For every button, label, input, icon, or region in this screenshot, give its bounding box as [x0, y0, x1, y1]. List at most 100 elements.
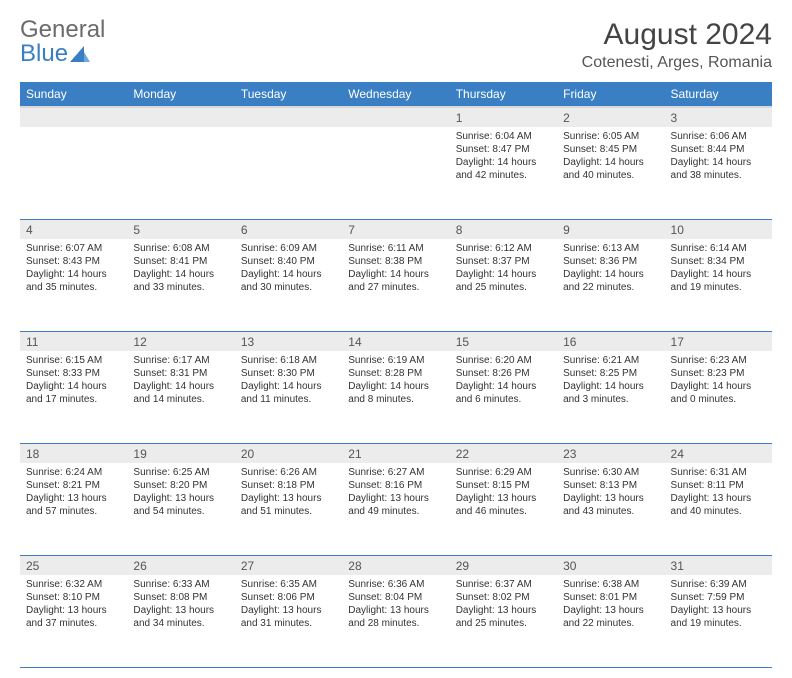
daylight-text: and 37 minutes. [26, 617, 121, 630]
daylight-text: and 17 minutes. [26, 393, 121, 406]
day-cell: Sunrise: 6:32 AMSunset: 8:10 PMDaylight:… [20, 575, 127, 667]
daylight-text: Daylight: 14 hours [456, 156, 551, 169]
daylight-text: Daylight: 13 hours [348, 604, 443, 617]
daylight-text: and 27 minutes. [348, 281, 443, 294]
sunrise-text: Sunrise: 6:19 AM [348, 354, 443, 367]
day-number [20, 107, 127, 127]
day-cell: Sunrise: 6:04 AMSunset: 8:47 PMDaylight:… [450, 127, 557, 219]
sunrise-text: Sunrise: 6:20 AM [456, 354, 551, 367]
logo-blue: Blue [20, 42, 105, 66]
sunrise-text: Sunrise: 6:06 AM [671, 130, 766, 143]
sunset-text: Sunset: 7:59 PM [671, 591, 766, 604]
sunset-text: Sunset: 8:21 PM [26, 479, 121, 492]
day-cell: Sunrise: 6:27 AMSunset: 8:16 PMDaylight:… [342, 463, 449, 555]
day-number [127, 107, 234, 127]
daylight-text: and 30 minutes. [241, 281, 336, 294]
sunset-text: Sunset: 8:25 PM [563, 367, 658, 380]
daylight-text: Daylight: 14 hours [671, 268, 766, 281]
sunrise-text: Sunrise: 6:23 AM [671, 354, 766, 367]
daylight-text: Daylight: 13 hours [671, 604, 766, 617]
day-cell: Sunrise: 6:31 AMSunset: 8:11 PMDaylight:… [665, 463, 772, 555]
daylight-text: and 49 minutes. [348, 505, 443, 518]
sunset-text: Sunset: 8:40 PM [241, 255, 336, 268]
day-number: 6 [235, 219, 342, 239]
day-number: 23 [557, 443, 664, 463]
day-header: Thursday [450, 82, 557, 107]
day-cell: Sunrise: 6:09 AMSunset: 8:40 PMDaylight:… [235, 239, 342, 331]
daylight-text: Daylight: 14 hours [348, 268, 443, 281]
day-header: Friday [557, 82, 664, 107]
daylight-text: Daylight: 13 hours [563, 492, 658, 505]
week-row: Sunrise: 6:07 AMSunset: 8:43 PMDaylight:… [20, 239, 772, 331]
day-cell: Sunrise: 6:26 AMSunset: 8:18 PMDaylight:… [235, 463, 342, 555]
sunrise-text: Sunrise: 6:11 AM [348, 242, 443, 255]
daylight-text: and 33 minutes. [133, 281, 228, 294]
calendar-table: Sunday Monday Tuesday Wednesday Thursday… [20, 82, 772, 668]
logo-blue-text: Blue [20, 42, 68, 66]
sunrise-text: Sunrise: 6:24 AM [26, 466, 121, 479]
daylight-text: Daylight: 13 hours [133, 492, 228, 505]
sunset-text: Sunset: 8:37 PM [456, 255, 551, 268]
daylight-text: Daylight: 13 hours [456, 604, 551, 617]
day-number: 7 [342, 219, 449, 239]
sunset-text: Sunset: 8:28 PM [348, 367, 443, 380]
daylight-text: Daylight: 13 hours [348, 492, 443, 505]
day-number: 24 [665, 443, 772, 463]
daylight-text: and 57 minutes. [26, 505, 121, 518]
week-row: Sunrise: 6:24 AMSunset: 8:21 PMDaylight:… [20, 463, 772, 555]
day-header-row: Sunday Monday Tuesday Wednesday Thursday… [20, 82, 772, 107]
day-cell: Sunrise: 6:39 AMSunset: 7:59 PMDaylight:… [665, 575, 772, 667]
daylight-text: Daylight: 14 hours [133, 380, 228, 393]
sunrise-text: Sunrise: 6:04 AM [456, 130, 551, 143]
sunrise-text: Sunrise: 6:39 AM [671, 578, 766, 591]
sunrise-text: Sunrise: 6:30 AM [563, 466, 658, 479]
day-number: 14 [342, 331, 449, 351]
day-cell: Sunrise: 6:24 AMSunset: 8:21 PMDaylight:… [20, 463, 127, 555]
day-cell: Sunrise: 6:07 AMSunset: 8:43 PMDaylight:… [20, 239, 127, 331]
daylight-text: Daylight: 13 hours [456, 492, 551, 505]
daylight-text: and 22 minutes. [563, 617, 658, 630]
daylight-text: and 11 minutes. [241, 393, 336, 406]
day-number: 12 [127, 331, 234, 351]
sunrise-text: Sunrise: 6:17 AM [133, 354, 228, 367]
daylight-text: Daylight: 13 hours [26, 492, 121, 505]
daylight-text: and 54 minutes. [133, 505, 228, 518]
day-cell: Sunrise: 6:33 AMSunset: 8:08 PMDaylight:… [127, 575, 234, 667]
daynum-row: 11121314151617 [20, 331, 772, 351]
daylight-text: and 46 minutes. [456, 505, 551, 518]
day-number: 29 [450, 555, 557, 575]
daylight-text: and 28 minutes. [348, 617, 443, 630]
day-cell: Sunrise: 6:29 AMSunset: 8:15 PMDaylight:… [450, 463, 557, 555]
sunset-text: Sunset: 8:45 PM [563, 143, 658, 156]
sunset-text: Sunset: 8:04 PM [348, 591, 443, 604]
location: Cotenesti, Arges, Romania [582, 54, 772, 72]
day-number: 1 [450, 107, 557, 127]
sunset-text: Sunset: 8:13 PM [563, 479, 658, 492]
daylight-text: and 6 minutes. [456, 393, 551, 406]
day-number: 16 [557, 331, 664, 351]
sunset-text: Sunset: 8:38 PM [348, 255, 443, 268]
day-number: 18 [20, 443, 127, 463]
daylight-text: Daylight: 14 hours [563, 268, 658, 281]
sunrise-text: Sunrise: 6:21 AM [563, 354, 658, 367]
sunset-text: Sunset: 8:20 PM [133, 479, 228, 492]
day-header: Wednesday [342, 82, 449, 107]
daylight-text: Daylight: 13 hours [26, 604, 121, 617]
day-number: 9 [557, 219, 664, 239]
daylight-text: Daylight: 14 hours [241, 380, 336, 393]
daylight-text: and 40 minutes. [671, 505, 766, 518]
day-cell: Sunrise: 6:17 AMSunset: 8:31 PMDaylight:… [127, 351, 234, 443]
day-cell: Sunrise: 6:19 AMSunset: 8:28 PMDaylight:… [342, 351, 449, 443]
daynum-row: 123 [20, 107, 772, 127]
logo-text-block: General Blue [20, 18, 105, 66]
sunset-text: Sunset: 8:06 PM [241, 591, 336, 604]
sunset-text: Sunset: 8:34 PM [671, 255, 766, 268]
week-row: Sunrise: 6:15 AMSunset: 8:33 PMDaylight:… [20, 351, 772, 443]
sunrise-text: Sunrise: 6:35 AM [241, 578, 336, 591]
sunset-text: Sunset: 8:36 PM [563, 255, 658, 268]
sunrise-text: Sunrise: 6:12 AM [456, 242, 551, 255]
week-row: Sunrise: 6:04 AMSunset: 8:47 PMDaylight:… [20, 127, 772, 219]
day-number: 5 [127, 219, 234, 239]
sunset-text: Sunset: 8:02 PM [456, 591, 551, 604]
day-cell [235, 127, 342, 219]
